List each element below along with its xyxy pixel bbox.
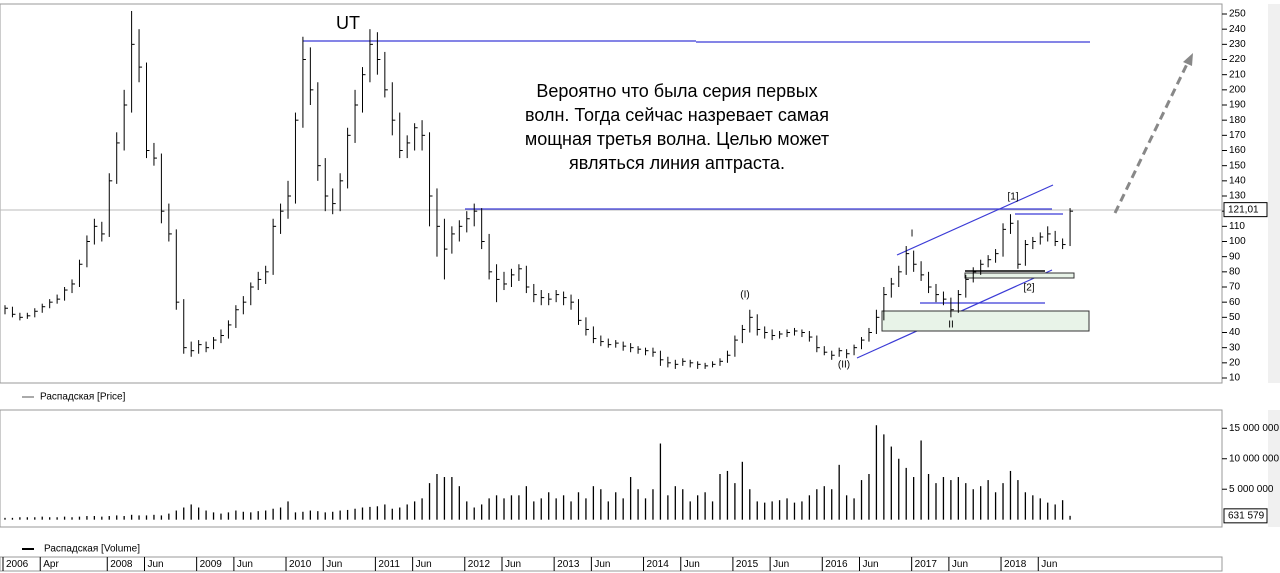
x-tick-label: 2008 [110,559,133,570]
x-tick-label: Jun [684,559,700,570]
last-value-box [1223,202,1268,218]
x-tick-label: 2009 [200,559,223,570]
forecast-arrow [1113,61,1190,214]
x-tick-label: 2006 [6,559,29,570]
x-tick-label: Jun [773,559,789,570]
annotation: волн. Тогда сейчас назревает самая [525,105,829,125]
y-tick-label: 50 [1229,312,1241,323]
y-tick-label: 60 [1229,297,1241,308]
wave-label: (II) [838,360,850,371]
y-tick-label: 10 000 000 [1229,453,1279,464]
wave-label: I [911,229,914,240]
y-tick-label: 240 [1229,24,1246,35]
y-tick-label: 220 [1229,54,1246,65]
wave-label: II [948,320,954,331]
legend-label: Распадская [Price] [40,392,126,403]
x-tick-label: 2014 [647,559,670,570]
y-tick-label: 160 [1229,145,1246,156]
y-tick-label: 130 [1229,191,1246,202]
x-axis-strip [0,556,1223,572]
annotation: являться линия аптраста. [569,153,785,173]
x-tick-label: Jun [326,559,342,570]
x-tick-label: Apr [43,559,59,570]
y-tick-label: 200 [1229,84,1246,95]
trend-lines [303,40,1090,359]
wave-label: [1] [1007,192,1018,203]
y-tick-label: 80 [1229,266,1241,277]
wave-label: (I) [740,290,749,301]
y-tick-label: 150 [1229,160,1246,171]
y-tick-label: 140 [1229,175,1246,186]
zone [881,310,1090,332]
scrollbar[interactable] [1268,410,1280,527]
last-value-label: 631 579 [1228,510,1265,521]
x-tick-label: 2015 [736,559,759,570]
last-value-label: 121,01 [1228,204,1259,215]
y-tick-label: 180 [1229,115,1246,126]
x-tick-label: Jun [237,559,253,570]
x-tick-label: 2016 [825,559,848,570]
y-tick-label: 100 [1229,236,1246,247]
last-value-box [1223,508,1268,524]
y-tick-label: 15 000 000 [1229,423,1279,434]
x-tick-label: 2011 [378,559,400,570]
annotation: Вероятно что была серия первых [536,81,817,101]
y-tick-label: 5 000 000 [1229,484,1274,495]
y-tick-label: 250 [1229,9,1246,20]
annotation: мощная третья волна. Целью может [525,129,829,149]
x-tick-label: Jun [505,559,521,570]
chart-title: UT [336,13,360,33]
scrollbar[interactable] [1268,4,1280,383]
x-tick-label: Jun [1041,559,1057,570]
y-tick-label: 70 [1229,282,1241,293]
x-tick-label: 2010 [289,559,312,570]
x-tick-label: 2017 [915,559,938,570]
y-tick-label: 210 [1229,69,1246,80]
y-tick-label: 20 [1229,357,1241,368]
x-tick-label: Jun [594,559,610,570]
x-tick-label: Jun [863,559,879,570]
y-tick-label: 10 [1229,373,1241,384]
y-tick-label: 30 [1229,342,1241,353]
x-tick-label: Jun [952,559,968,570]
y-tick-label: 230 [1229,39,1246,50]
zone [964,272,1075,279]
x-tick-label: 2012 [468,559,491,570]
x-tick-label: 2018 [1004,559,1027,570]
y-tick-label: 170 [1229,130,1246,141]
wave-label: [2] [1023,283,1034,294]
x-tick-label: Jun [416,559,432,570]
x-tick-label: Jun [148,559,164,570]
x-tick-label: 2013 [557,559,580,570]
legend-label: Распадская [Volume] [44,544,140,555]
y-tick-label: 110 [1229,221,1245,232]
y-tick-label: 190 [1229,100,1246,111]
y-tick-label: 90 [1229,251,1241,262]
y-tick-label: 40 [1229,327,1241,338]
arrow-head [1183,53,1193,66]
